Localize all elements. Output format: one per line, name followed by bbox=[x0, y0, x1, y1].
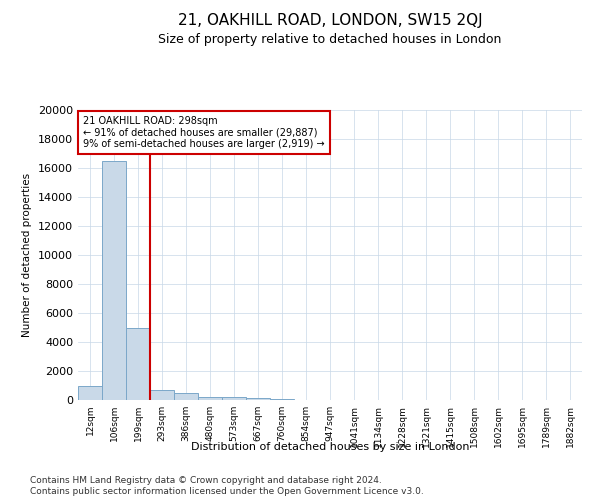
Bar bbox=[270, 399, 294, 400]
Text: Contains HM Land Registry data © Crown copyright and database right 2024.: Contains HM Land Registry data © Crown c… bbox=[30, 476, 382, 485]
Text: Distribution of detached houses by size in London: Distribution of detached houses by size … bbox=[191, 442, 469, 452]
Bar bbox=[150, 390, 174, 400]
Bar bbox=[174, 394, 198, 400]
Bar bbox=[198, 397, 222, 400]
Bar bbox=[78, 386, 102, 400]
Text: 21, OAKHILL ROAD, LONDON, SW15 2QJ: 21, OAKHILL ROAD, LONDON, SW15 2QJ bbox=[178, 12, 482, 28]
Text: Contains public sector information licensed under the Open Government Licence v3: Contains public sector information licen… bbox=[30, 488, 424, 496]
Bar bbox=[222, 398, 246, 400]
Bar bbox=[126, 328, 150, 400]
Text: Size of property relative to detached houses in London: Size of property relative to detached ho… bbox=[158, 32, 502, 46]
Bar bbox=[102, 161, 126, 400]
Bar bbox=[246, 398, 270, 400]
Y-axis label: Number of detached properties: Number of detached properties bbox=[22, 173, 32, 337]
Text: 21 OAKHILL ROAD: 298sqm
← 91% of detached houses are smaller (29,887)
9% of semi: 21 OAKHILL ROAD: 298sqm ← 91% of detache… bbox=[83, 116, 325, 149]
